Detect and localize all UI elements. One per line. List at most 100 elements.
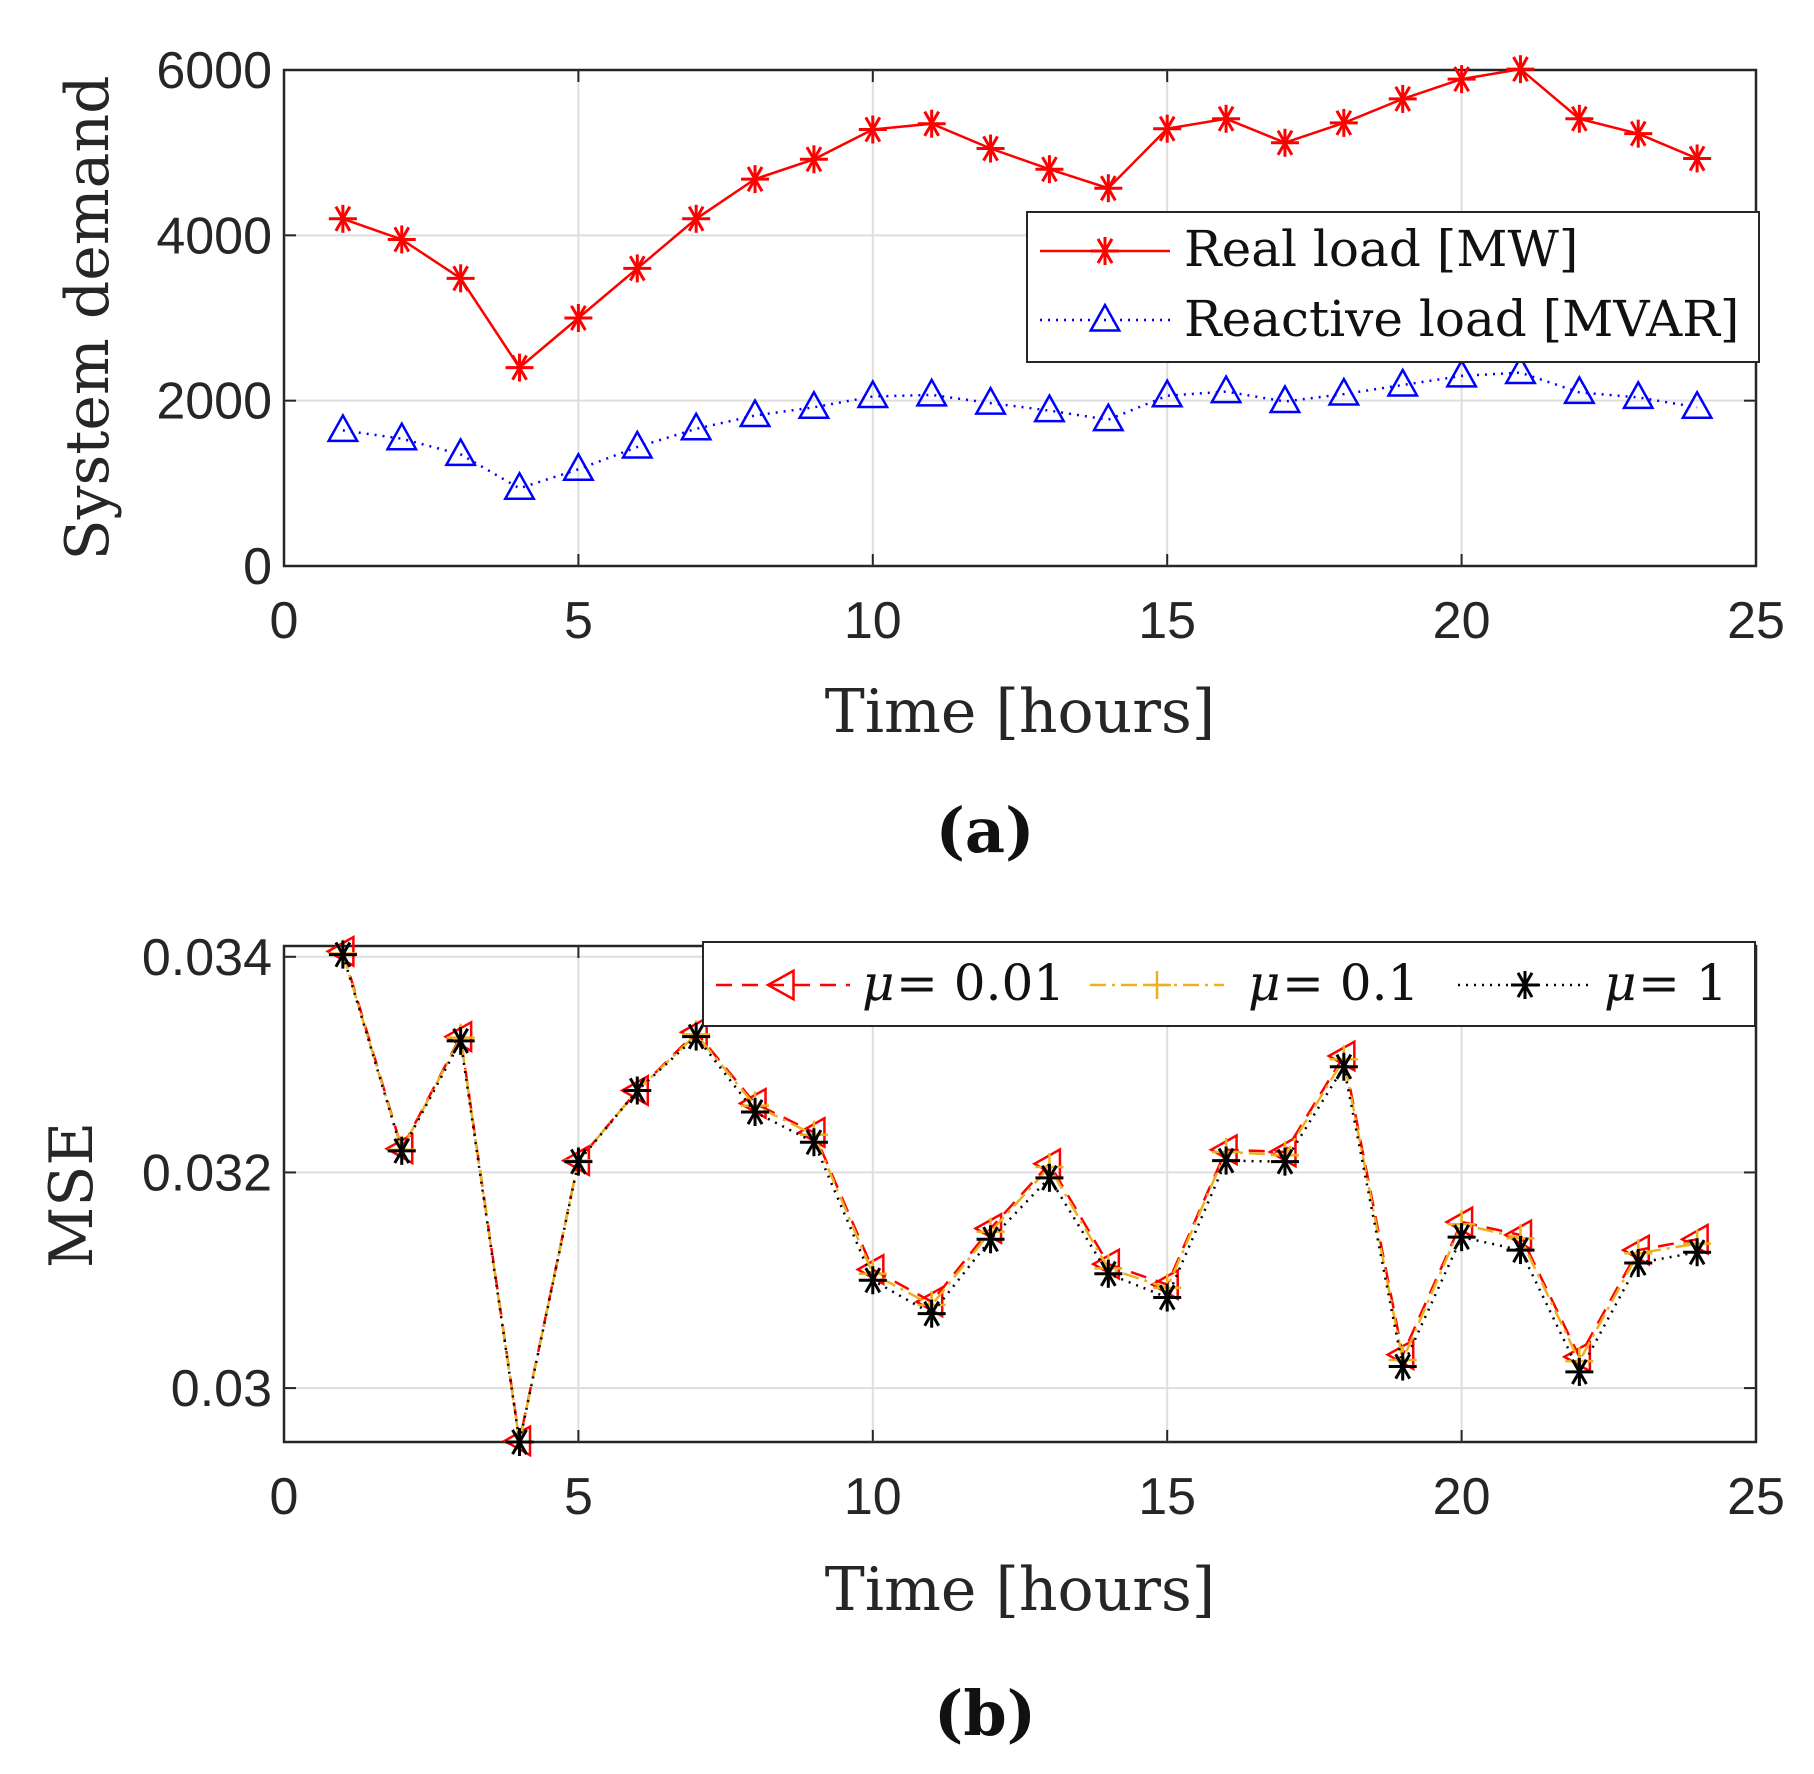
a-x-tick-label: 15 [1138, 592, 1196, 650]
x-axis-label-a: Time [hours] [825, 677, 1215, 747]
b-series-2-point [1212, 1146, 1241, 1175]
b-series-2-point [741, 1098, 770, 1127]
legend-symbol-mu-01: μ [1248, 954, 1281, 1012]
a-series-0-point [1683, 144, 1712, 173]
legend-item-mu-01: μ = 0.1 [1090, 954, 1419, 1012]
b-series-2-point [1153, 1283, 1182, 1312]
panel-a: 0 5 10 15 20 25 0 2000 4000 6000 Time [hours] Sys… [53, 42, 1785, 867]
legend-item-mu-001: μ = 0.01 [716, 954, 1065, 1012]
a-series-0-point [1388, 84, 1417, 113]
a-series-0-point [858, 115, 887, 144]
a-series-0-point [328, 204, 357, 233]
a-series-0-point [1153, 114, 1182, 143]
legend-marker-glyph [1091, 237, 1119, 265]
a-series-1-point [974, 385, 1007, 415]
a-y-tick-label: 2000 [156, 373, 272, 431]
a-series-1-point [1150, 378, 1184, 408]
a-series-1-point [1268, 383, 1302, 414]
a-series-1-point [620, 429, 654, 459]
a-series-1-point [797, 389, 831, 420]
a-series-0-point [682, 204, 711, 233]
a-series-0-point [741, 165, 770, 194]
legend-label-mu-1: = 1 [1638, 954, 1728, 1012]
b-series-2-point [505, 1428, 534, 1456]
panel-b: 0 5 10 15 20 25 0.03 0.032 0.034 Time [hours] MS… [37, 929, 1785, 1750]
legend-marker-glyph [765, 968, 795, 1002]
ticks-a: 0 5 10 15 20 25 0 2000 4000 6000 [156, 42, 1785, 650]
b-series-line-1 [341, 953, 1698, 1443]
b-series-2-point [1447, 1223, 1476, 1252]
a-series-1-point [738, 397, 772, 428]
legend-box-b [702, 941, 1756, 1027]
b-series-0-point [1561, 1340, 1592, 1374]
a-series-0-point [1624, 119, 1653, 148]
a-series-0-point [1506, 55, 1535, 84]
legend-label-real-load: Real load [MW] [1184, 220, 1578, 278]
legend-a: Real load [MW] Reactive load [MVAR] [1026, 211, 1760, 363]
a-x-tick-label: 5 [564, 592, 593, 650]
a-series-0-point [1447, 65, 1476, 94]
a-series-1-point [1621, 379, 1655, 410]
b-series-2-point [976, 1225, 1005, 1254]
b-series-2-point [1329, 1052, 1358, 1081]
legend-label-mu-01: = 0.1 [1282, 954, 1419, 1012]
a-x-tick-label: 0 [270, 592, 299, 650]
legend-symbol-mu-1: μ [1604, 954, 1637, 1012]
a-series-1-point [1504, 354, 1537, 385]
b-y-tick-label: 0.034 [142, 929, 272, 987]
b-y-tick-label: 0.032 [142, 1144, 272, 1202]
a-y-tick-label: 0 [243, 538, 272, 596]
a-series-0-point [564, 304, 593, 332]
b-series-2-point [1565, 1357, 1594, 1386]
a-series-1-point [444, 436, 478, 467]
legend-item-reactive-load: Reactive load [MVAR] [1040, 290, 1739, 348]
a-x-tick-label: 10 [844, 592, 902, 650]
a-series-1-point [679, 411, 713, 441]
a-series-1-point [915, 377, 949, 407]
y-axis-label-a: System demand [53, 75, 123, 560]
legend-item-real-load: Real load [MW] [1040, 220, 1578, 278]
b-series-2-point [682, 1022, 711, 1051]
a-series-1-point [385, 421, 419, 451]
a-series-0-point [505, 353, 534, 382]
b-series-2-point [1388, 1352, 1417, 1381]
a-series-1-point [326, 412, 360, 443]
x-axis-label-b: Time [hours] [825, 1555, 1215, 1625]
b-series-2-point [387, 1136, 416, 1165]
a-series-1-point [1562, 374, 1596, 405]
a-x-tick-label: 20 [1433, 592, 1491, 650]
a-y-tick-label: 4000 [156, 207, 272, 265]
series-a [326, 55, 1714, 501]
a-series-line-0 [342, 67, 1698, 370]
a-series-0-point [1094, 174, 1123, 203]
b-series-2-point [1035, 1163, 1064, 1192]
b-x-tick-label: 10 [844, 1468, 902, 1526]
a-y-tick-label: 6000 [156, 42, 272, 100]
series-b [325, 935, 1712, 1458]
b-x-tick-label: 0 [270, 1468, 299, 1526]
legend-marker-real-load [1091, 237, 1119, 265]
ticks-b: 0 5 10 15 20 25 0.03 0.032 0.034 [142, 929, 1785, 1526]
b-series-2-point [564, 1147, 593, 1176]
legend-marker-mu-01 [1143, 971, 1171, 999]
a-series-1-point [1209, 374, 1243, 404]
b-series-2-point [623, 1076, 652, 1105]
a-series-1-point [562, 451, 595, 482]
b-x-tick-label: 5 [564, 1468, 593, 1526]
legend-item-mu-1: μ = 1 [1458, 954, 1728, 1012]
b-series-0-point [1502, 1218, 1533, 1252]
y-axis-label-b: MSE [37, 1122, 107, 1268]
b-series-2-point [858, 1266, 887, 1295]
a-series-0-point [799, 145, 828, 174]
caption-b: (b) [934, 1677, 1036, 1750]
a-series-1-point [1680, 389, 1714, 420]
a-series-0-point [1565, 104, 1594, 133]
b-series-2-point [799, 1128, 828, 1157]
a-series-1-point [1445, 358, 1478, 388]
b-x-tick-label: 20 [1433, 1468, 1491, 1526]
a-series-1-point [1327, 376, 1361, 406]
a-series-1-point [856, 378, 890, 409]
a-series-1-point [1386, 367, 1420, 397]
a-series-1-point [1033, 393, 1066, 423]
